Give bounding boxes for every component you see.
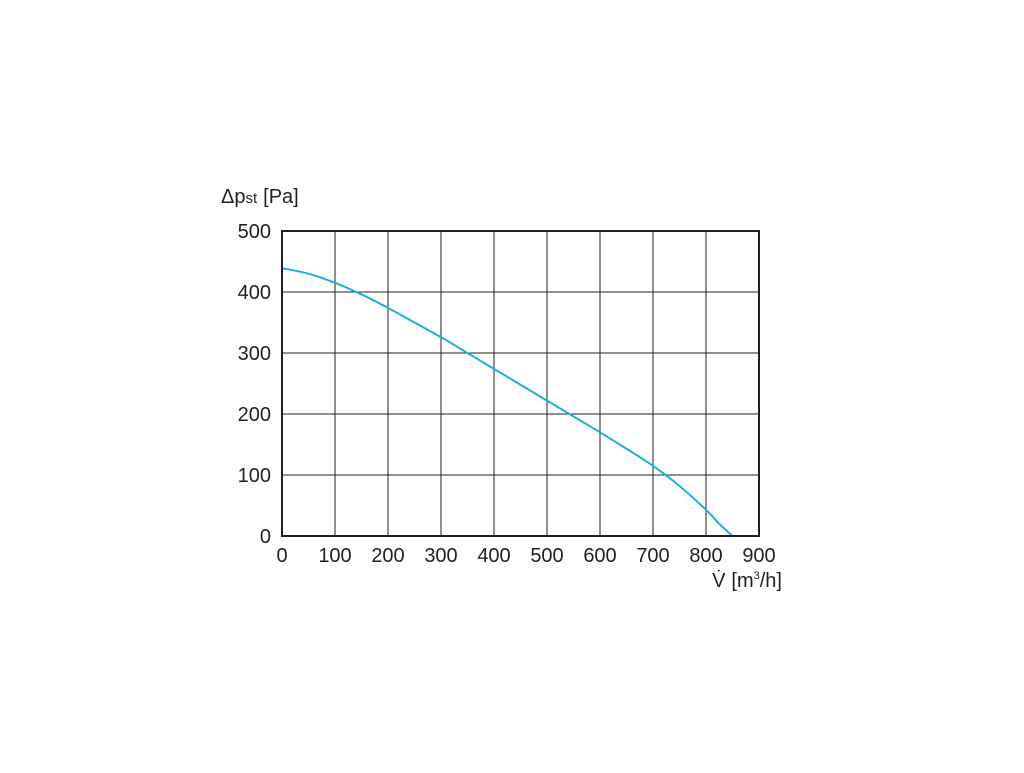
x-tick-label: 500 [530, 545, 563, 567]
y-tick-label: 300 [238, 343, 271, 365]
x-tick-label: 400 [477, 545, 510, 567]
y-axis-label: Δpst [Pa] [221, 186, 299, 208]
x-tick-label: 300 [424, 545, 457, 567]
x-tick-labels: 0 100 200 300 400 500 600 700 800 900 [276, 545, 775, 567]
y-axis-symbol: Δp [221, 186, 245, 208]
x-axis-unit-suffix: /h] [760, 570, 782, 592]
y-tick-label: 500 [238, 221, 271, 243]
x-tick-label: 600 [583, 545, 616, 567]
grid [281, 230, 760, 537]
series-layer [281, 267, 734, 537]
plot-frame [281, 230, 760, 537]
x-tick-label: 700 [636, 545, 669, 567]
x-tick-label: 0 [276, 545, 287, 567]
x-tick-label: 900 [742, 545, 775, 567]
x-tick-label: 200 [371, 545, 404, 567]
pressure-curve-line [281, 267, 734, 537]
x-tick-label: 800 [689, 545, 722, 567]
x-axis-label: V̇ [m3/h] [712, 570, 782, 592]
y-tick-label: 200 [238, 404, 271, 426]
x-axis-unit-prefix: [m [731, 570, 753, 592]
y-tick-label: 100 [238, 465, 271, 487]
x-tick-label: 100 [318, 545, 351, 567]
y-axis-unit: [Pa] [263, 186, 299, 208]
y-tick-label: 400 [238, 282, 271, 304]
y-axis-subscript: st [245, 190, 258, 207]
y-tick-labels: 0 100 200 300 400 500 [238, 221, 271, 548]
x-axis-unit-superscript: 3 [754, 570, 760, 582]
y-tick-label: 0 [260, 526, 271, 548]
x-axis-symbol: V̇ [712, 570, 726, 592]
